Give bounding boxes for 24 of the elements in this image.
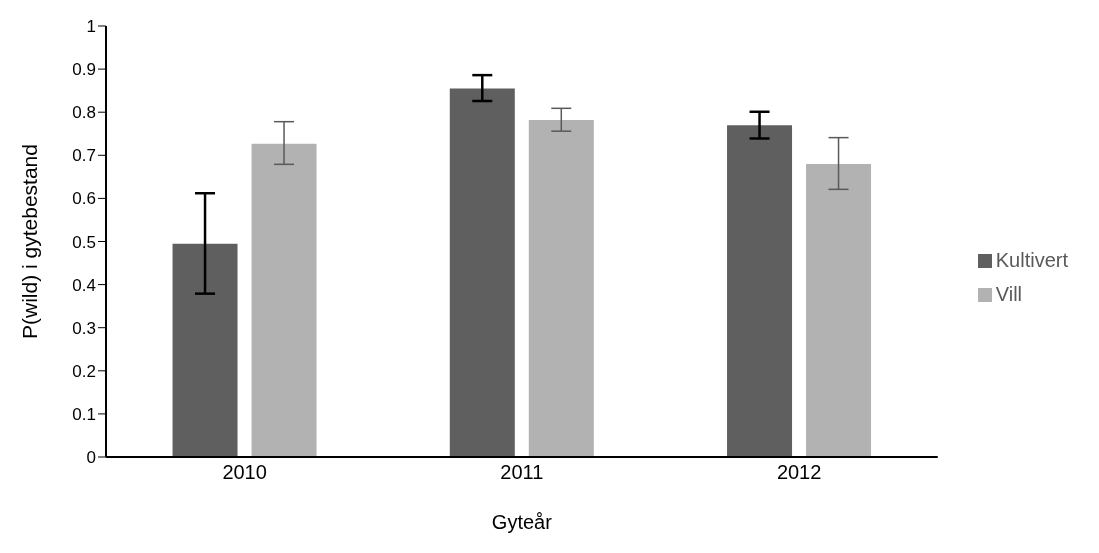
bar [528,119,594,457]
y-tick-label: 0.2 [72,361,96,381]
bar [727,125,793,457]
legend-label: Vill [995,282,1023,305]
y-tick-label: 0.5 [72,232,96,252]
x-tick-label: 2012 [776,461,822,484]
y-tick-label: 0.7 [72,146,96,166]
y-tick-label: 0.8 [72,103,96,123]
bar [806,163,872,457]
x-tick-label: 2010 [222,461,267,484]
y-tick-label: 0.3 [72,318,96,338]
x-tick-label: 2011 [500,461,544,484]
y-tick-label: 0.9 [72,60,96,80]
y-tick-label: 0.1 [72,404,96,424]
bar [251,143,317,457]
bar [172,243,238,457]
y-tick-label: 1 [86,17,96,37]
y-tick-label: 0.4 [72,275,96,295]
y-tick-label: 0 [86,448,96,468]
y-axis-title: P(wild) i gytebestand [18,144,42,339]
y-tick-label: 0.6 [72,189,96,209]
x-axis-title: Gyteår [491,511,553,533]
bar [449,88,515,457]
legend-label: Kultivert [995,248,1068,271]
